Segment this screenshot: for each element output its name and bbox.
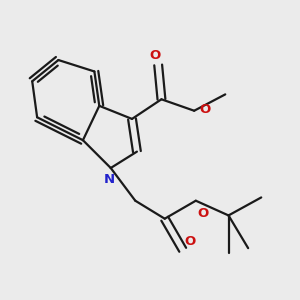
Text: O: O [149,49,161,62]
Text: N: N [103,173,115,186]
Text: O: O [197,207,209,220]
Text: O: O [184,235,196,248]
Text: O: O [199,103,210,116]
